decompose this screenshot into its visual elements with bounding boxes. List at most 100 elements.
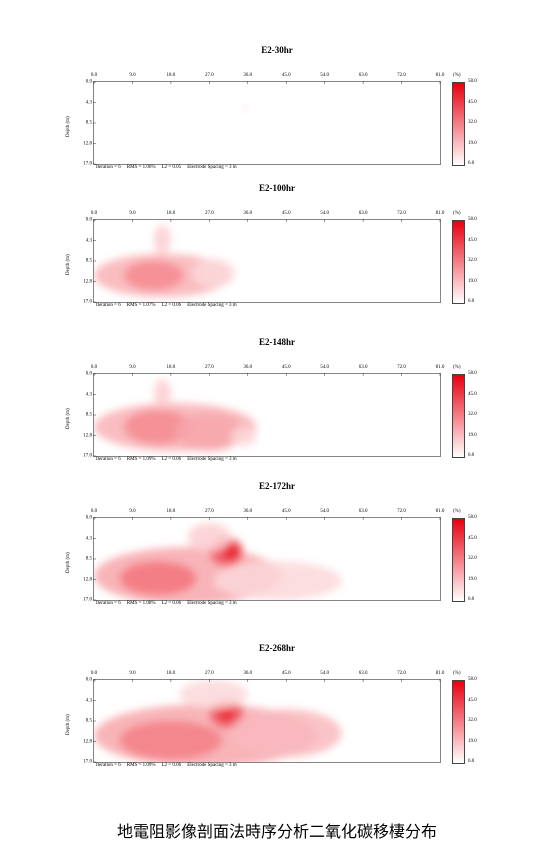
resistivity-section-plot <box>93 679 441 763</box>
y-tick-label: 4.3 <box>85 238 92 244</box>
colorbar <box>452 220 465 304</box>
colorbar-tick-label: 58.0 <box>468 677 477 682</box>
stat-iteration: Iteration = 6 <box>96 165 121 170</box>
stat-rms: RMS = 1.08% <box>126 601 156 606</box>
inversion-stats: Iteration = 6 RMS = 1.09% L2 = 0.06 Electro… <box>96 763 243 768</box>
colorbar-unit: (%) <box>453 671 461 676</box>
resistivity-section-plot <box>93 219 441 303</box>
x-tick-label: 18.0 <box>166 73 176 78</box>
x-tick-label: 81.0 <box>435 671 445 676</box>
colorbar-tick-label: 45.0 <box>468 391 477 397</box>
x-tick-label: 36.0 <box>243 211 253 216</box>
x-tick-label: 63.0 <box>358 365 368 370</box>
x-tick-label: 27.0 <box>204 73 214 78</box>
chart-title: E2-30hr <box>261 45 293 55</box>
stat-rms: RMS = 1.09% <box>126 457 156 462</box>
colorbar-tick-label: 6.0 <box>468 597 475 602</box>
resistivity-section-plot <box>93 81 441 165</box>
anomaly-mark <box>222 544 240 560</box>
colorbar-tick-label: 32.0 <box>468 120 477 125</box>
x-tick-label: 72.0 <box>397 365 406 370</box>
chart-title: E2-100hr <box>259 183 295 193</box>
colorbar-tick-label: 19.0 <box>468 576 477 582</box>
colorbar-tick-label: 19.0 <box>468 432 477 438</box>
y-tick-label: 12.8 <box>83 577 92 583</box>
y-tick-label: 0.0 <box>85 79 92 85</box>
chart-title: E2-172hr <box>259 481 295 491</box>
x-tick-label: 45.0 <box>281 671 291 676</box>
x-tick-label: 27.0 <box>204 671 214 676</box>
colorbar <box>452 374 465 458</box>
y-tick-label: 0.0 <box>85 217 92 223</box>
x-tick-label: 45.0 <box>281 365 291 370</box>
anomaly-mark <box>187 522 231 552</box>
stat-l2: L2 = 0.06 <box>161 763 182 768</box>
y-tick-label: 8.5 <box>85 412 92 418</box>
x-tick-label: 36.0 <box>243 671 253 676</box>
anomaly-mark <box>153 224 171 254</box>
chart-title: E2-148hr <box>259 337 295 347</box>
stat-iteration: Iteration = 6 <box>96 601 121 606</box>
x-tick-label: 45.0 <box>281 211 291 216</box>
colorbar-tick-label: 6.0 <box>468 161 475 166</box>
colorbar-tick-label: 19.0 <box>468 738 477 744</box>
x-tick-label: 36.0 <box>243 73 253 78</box>
stat-rms: RMS = 1.09% <box>126 763 156 768</box>
x-tick-label: 36.0 <box>243 365 253 370</box>
x-tick-label: 81.0 <box>435 211 445 216</box>
colorbar-tick-label: 45.0 <box>468 535 477 541</box>
y-tick-label: 0.0 <box>85 371 92 377</box>
x-tick-label: 72.0 <box>397 671 406 676</box>
y-tick-label: 8.5 <box>85 556 92 562</box>
y-tick-label: 8.5 <box>85 258 92 264</box>
y-tick-label: 12.8 <box>83 141 92 147</box>
anomaly-mark <box>153 378 171 408</box>
inversion-stats: Iteration = 6 RMS = 1.07% L2 = 0.06 Electro… <box>96 303 243 308</box>
stat-spacing: Electrode Spacing = 3 m <box>187 763 237 768</box>
x-tick-label: 9.0 <box>129 509 136 514</box>
stat-l2: L2 = 0.06 <box>161 303 182 308</box>
x-tick-label: 9.0 <box>129 73 136 78</box>
colorbar-tick-label: 19.0 <box>468 140 477 146</box>
x-tick-label: 9.0 <box>129 211 136 216</box>
y-tick-label: 12.8 <box>83 279 92 285</box>
stat-iteration: Iteration = 6 <box>96 457 121 462</box>
x-tick-label: 63.0 <box>358 73 368 78</box>
colorbar-tick-label: 32.0 <box>468 556 477 561</box>
y-tick-label: 8.5 <box>85 120 92 126</box>
x-tick-label: 27.0 <box>204 509 214 514</box>
colorbar-tick-label: 32.0 <box>468 412 477 417</box>
anomaly-mark <box>242 105 250 112</box>
y-tick-label: 4.3 <box>85 100 92 106</box>
y-axis-label: Depth (m) <box>66 552 71 573</box>
resistivity-section-plot <box>93 517 441 601</box>
x-tick-label: 9.0 <box>129 365 136 370</box>
anomaly-mark <box>230 708 342 758</box>
x-tick-label: 63.0 <box>358 671 368 676</box>
colorbar-tick-label: 58.0 <box>468 217 477 222</box>
anomaly-mark <box>217 706 235 721</box>
stat-rms: RMS = 1.07% <box>126 303 156 308</box>
y-tick-label: 17.0 <box>83 161 92 167</box>
anomaly-mark <box>119 561 197 596</box>
x-tick-label: 72.0 <box>397 509 406 514</box>
x-tick-label: 54.0 <box>320 365 330 370</box>
colorbar-tick-label: 45.0 <box>468 697 477 703</box>
y-tick-label: 12.8 <box>83 433 92 439</box>
anomaly-mark <box>192 258 235 288</box>
y-axis-label: Depth (m) <box>66 254 71 275</box>
y-tick-label: 8.5 <box>85 718 92 724</box>
y-tick-label: 17.0 <box>83 299 92 305</box>
y-tick-label: 17.0 <box>83 597 92 603</box>
x-tick-label: 72.0 <box>397 211 406 216</box>
x-tick-label: 27.0 <box>204 365 214 370</box>
x-tick-label: 81.0 <box>435 365 445 370</box>
resistivity-section-plot <box>93 373 441 457</box>
x-tick-label: 54.0 <box>320 509 330 514</box>
stat-spacing: Electrode Spacing = 3 m <box>187 165 237 170</box>
x-tick-label: 54.0 <box>320 211 330 216</box>
x-tick-label: 81.0 <box>435 509 445 514</box>
anomaly-mark <box>123 261 184 290</box>
colorbar-tick-label: 6.0 <box>468 299 475 304</box>
y-tick-label: 17.0 <box>83 453 92 459</box>
